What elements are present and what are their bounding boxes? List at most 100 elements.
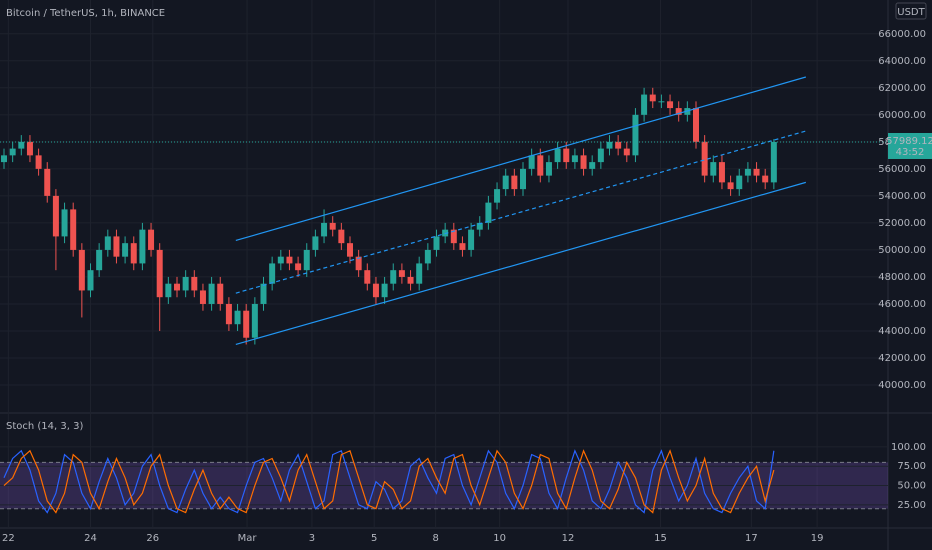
candle-body: [667, 101, 674, 109]
candle-body: [139, 229, 146, 264]
y-tick-label: 25.00: [897, 500, 926, 511]
candle-body: [148, 229, 155, 250]
candle-body: [641, 94, 648, 115]
candle-body: [347, 243, 353, 257]
candle-body: [571, 155, 578, 163]
grid: [0, 0, 888, 528]
candle-body: [321, 222, 328, 237]
candle-body: [753, 168, 760, 176]
candle-body: [1, 155, 7, 163]
candle-body: [364, 270, 371, 284]
candle-body: [70, 209, 77, 250]
candle-body: [554, 148, 561, 163]
candle-body: [390, 270, 397, 284]
candle-body: [243, 310, 250, 338]
candle-body: [217, 283, 224, 304]
x-tick-label: Mar: [238, 533, 258, 544]
y-tick-label: 64000.00: [878, 56, 926, 67]
candle-body: [675, 108, 682, 115]
candle-body: [96, 249, 103, 271]
last-price-label: 57989.12: [886, 136, 932, 147]
x-tick-label: 24: [84, 533, 97, 544]
countdown: 43:52: [896, 147, 925, 158]
candle-body: [545, 162, 552, 176]
x-tick-label: 22: [2, 533, 15, 544]
candle-body: [113, 236, 120, 257]
y-tick-label: 56000.00: [878, 164, 926, 175]
x-tick-label: 17: [745, 533, 758, 544]
x-tick-label: 8: [432, 533, 438, 544]
candle-body: [104, 236, 111, 250]
x-tick-label: 15: [654, 533, 667, 544]
candle-body: [251, 303, 258, 338]
candle-body: [468, 229, 475, 250]
candle-body: [295, 263, 302, 271]
y-tick-label: 42000.00: [878, 353, 926, 364]
x-tick-label: 26: [146, 533, 159, 544]
y-tick-label: 75.00: [897, 461, 926, 472]
candle-body: [450, 229, 457, 244]
candle-body: [303, 249, 310, 271]
candle-body: [762, 175, 769, 183]
candle-body: [61, 209, 68, 237]
candle-body: [26, 141, 33, 156]
trendline: [235, 130, 807, 294]
candle-body: [78, 249, 85, 291]
candle-body: [191, 276, 198, 291]
x-tick-label: 12: [562, 533, 575, 544]
candle-body: [459, 243, 466, 250]
candle-body: [528, 155, 535, 169]
candle-body: [130, 243, 137, 264]
candle-body: [122, 243, 129, 257]
x-tick-label: 3: [309, 533, 315, 544]
candle-body: [199, 290, 206, 304]
candle-body: [52, 195, 59, 237]
y-tick-label: 100.00: [891, 442, 926, 453]
candle-body: [174, 283, 180, 291]
y-tick-label: 50.00: [897, 481, 926, 492]
candle-body: [277, 256, 284, 264]
candle-body: [9, 148, 16, 156]
candle-body: [511, 175, 518, 190]
candle-body: [156, 249, 163, 298]
candle-body: [623, 148, 630, 156]
candle-body: [225, 303, 232, 325]
candle-body: [312, 236, 319, 250]
candle-body: [182, 276, 189, 291]
indicator-title: Stoch (14, 3, 3): [6, 421, 83, 432]
candle-body: [770, 141, 777, 183]
candle-body: [744, 168, 751, 176]
currency[interactable]: USDT: [897, 7, 925, 18]
candle-body: [208, 283, 215, 304]
trendline: [235, 76, 807, 242]
candle-body: [537, 155, 544, 176]
currency-box[interactable]: [895, 2, 927, 20]
y-tick-label: 62000.00: [878, 83, 926, 94]
y-tick-label: 52000.00: [878, 218, 926, 229]
candle-body: [398, 270, 405, 277]
candle-body: [381, 283, 388, 298]
candle-body: [407, 276, 414, 284]
candle-body: [597, 148, 604, 163]
last-price-box: [888, 132, 932, 159]
candle-body: [269, 263, 276, 284]
candle-body: [727, 182, 734, 190]
candle-body: [606, 141, 613, 149]
x-tick-label: 19: [811, 533, 824, 544]
candle-body: [718, 162, 725, 183]
chart-title: Bitcoin / TetherUS, 1h, BINANCE: [6, 8, 165, 19]
candle-body: [485, 202, 492, 223]
candle-body: [502, 175, 509, 190]
candle-body: [18, 141, 25, 149]
y-tick-label: 50000.00: [878, 245, 926, 256]
candle-body: [234, 310, 241, 325]
candle-body: [563, 148, 570, 163]
x-tick-label: 5: [371, 533, 377, 544]
marks: [0, 76, 888, 514]
candle-body: [736, 175, 743, 190]
candle-body: [701, 141, 708, 176]
candle-body: [35, 155, 42, 169]
y-tick-label: 46000.00: [878, 299, 926, 310]
